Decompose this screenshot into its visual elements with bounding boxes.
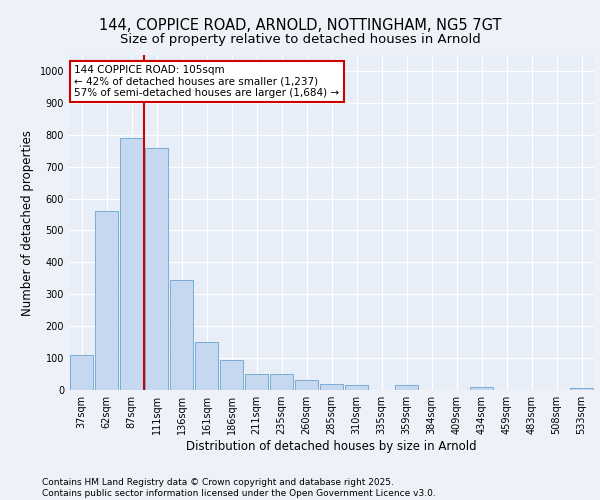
Bar — [270, 374, 293, 390]
Bar — [470, 387, 493, 390]
Bar — [95, 212, 118, 390]
Bar — [220, 360, 243, 390]
Text: 144 COPPICE ROAD: 105sqm
← 42% of detached houses are smaller (1,237)
57% of sem: 144 COPPICE ROAD: 105sqm ← 42% of detach… — [74, 65, 340, 98]
Bar — [570, 388, 593, 390]
Bar — [320, 384, 343, 390]
Bar — [195, 342, 218, 390]
Text: 144, COPPICE ROAD, ARNOLD, NOTTINGHAM, NG5 7GT: 144, COPPICE ROAD, ARNOLD, NOTTINGHAM, N… — [99, 18, 501, 32]
Text: Size of property relative to detached houses in Arnold: Size of property relative to detached ho… — [119, 32, 481, 46]
Bar — [245, 374, 268, 390]
Bar — [145, 148, 168, 390]
Text: Contains HM Land Registry data © Crown copyright and database right 2025.
Contai: Contains HM Land Registry data © Crown c… — [42, 478, 436, 498]
Bar — [70, 355, 93, 390]
Bar — [345, 385, 368, 390]
Bar — [295, 380, 318, 390]
Bar — [120, 138, 143, 390]
Bar — [395, 385, 418, 390]
X-axis label: Distribution of detached houses by size in Arnold: Distribution of detached houses by size … — [186, 440, 477, 453]
Bar — [170, 280, 193, 390]
Y-axis label: Number of detached properties: Number of detached properties — [21, 130, 34, 316]
